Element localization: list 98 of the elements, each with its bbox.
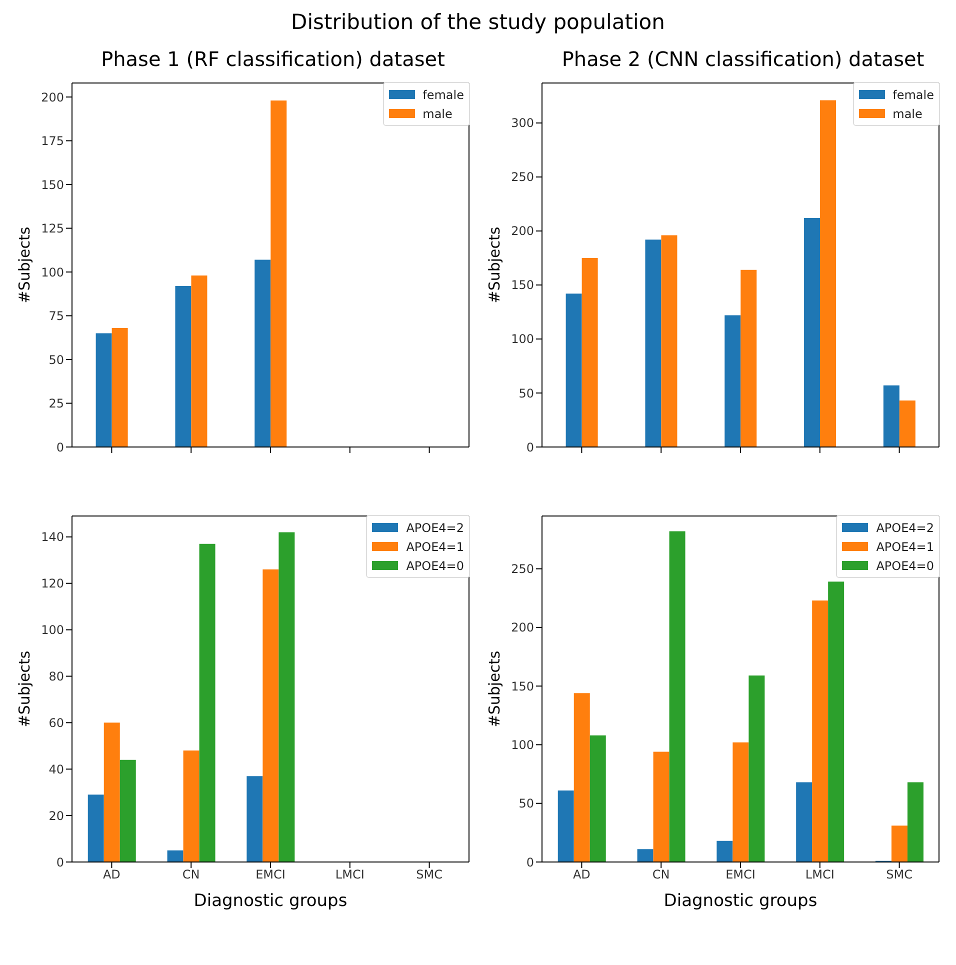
bar [191,276,208,447]
legend-label: APOE4=2 [876,520,934,534]
bar [716,840,733,862]
legend-label: male [422,106,452,120]
bar [167,850,184,862]
y-tick-label: 80 [48,669,64,684]
y-tick-label: 50 [518,796,534,811]
y-tick-label: 50 [48,352,64,367]
chart-title: Phase 2 (CNN classification) dataset [560,46,926,73]
y-tick-label: 300 [511,116,534,130]
bar [96,333,112,447]
bar [558,790,574,862]
bar [88,794,104,862]
y-axis-title: #Subjects [15,226,34,304]
bar [828,582,844,862]
y-tick-label: 150 [41,178,64,192]
bar [270,100,287,447]
x-tick-label: AD [572,868,590,882]
bar [804,218,820,447]
bar [183,750,200,862]
bar [899,400,916,447]
bar [262,569,279,862]
bar [796,782,812,862]
bar [724,315,741,447]
bar [661,235,678,447]
x-tick-label: EMCI [726,868,756,882]
bar [748,676,765,862]
y-tick-label: 200 [511,224,534,238]
y-tick-label: 40 [48,762,64,776]
legend-label: APOE4=2 [406,520,464,534]
legend-label: APOE4=1 [876,540,934,554]
bar [582,258,598,447]
y-tick-label: 250 [511,170,534,184]
bar [104,722,120,862]
bar [883,385,900,447]
bar [653,752,670,862]
bar [820,100,836,447]
y-tick-label: 120 [41,576,64,591]
x-tick-label: LMCI [335,868,364,882]
x-tick-label: SMC [416,868,442,882]
y-tick-label: 150 [511,278,534,292]
bar [637,849,654,862]
bar [891,826,908,862]
x-tick-label: CN [182,868,200,882]
y-tick-label: 0 [526,440,534,454]
y-tick-label: 150 [511,679,534,694]
bar [590,735,606,862]
x-tick-label: AD [102,868,120,882]
x-tick-label: LMCI [805,868,834,882]
text: Distribution of the study population [290,9,666,36]
y-tick-label: 200 [41,90,64,104]
y-tick-label: 100 [511,332,534,346]
bar [732,742,749,862]
bar [645,240,662,447]
y-tick-label: 140 [41,530,64,544]
y-tick-label: 125 [41,222,64,236]
y-tick-label: 50 [518,386,534,400]
bar [199,544,216,862]
y-tick-label: 0 [526,855,534,870]
bar [246,776,263,862]
y-tick-label: 75 [48,309,64,324]
legend-label: APOE4=0 [876,558,934,572]
x-tick-label: EMCI [256,868,286,882]
y-tick-label: 100 [41,265,64,280]
y-tick-label: 0 [56,855,64,870]
y-tick-label: 100 [511,738,534,752]
bar [120,760,136,862]
chart-title: Phase 1 (RF classification) dataset [100,46,446,73]
x-tick-label: SMC [886,868,912,882]
x-tick-label: CN [652,868,670,882]
bar [907,782,924,862]
y-tick-label: 175 [41,134,64,148]
y-tick-label: 20 [48,808,64,823]
legend-label: male [892,106,922,120]
y-tick-label: 60 [48,716,64,730]
bar [740,270,757,447]
x-axis-title: Diagnostic groups [664,891,818,912]
y-tick-label: 250 [511,562,534,576]
bar [669,531,686,862]
y-axis-title: #Subjects [15,650,34,728]
legend-label: female [892,88,934,102]
y-tick-label: 200 [511,620,534,635]
bar [812,600,828,862]
x-axis-title: Diagnostic groups [194,891,348,912]
bar [112,328,128,447]
bar [254,260,271,447]
bar [566,294,582,447]
y-tick-label: 25 [48,396,64,411]
y-axis-title: #Subjects [485,650,504,728]
y-tick-label: 0 [56,440,64,454]
legend-label: female [422,88,464,102]
y-tick-label: 100 [41,623,64,638]
legend-label: APOE4=0 [406,558,464,572]
bar [175,286,192,447]
legend-label: APOE4=1 [406,540,464,554]
y-axis-title: #Subjects [485,226,504,304]
bar [278,532,295,862]
bar [574,693,590,862]
